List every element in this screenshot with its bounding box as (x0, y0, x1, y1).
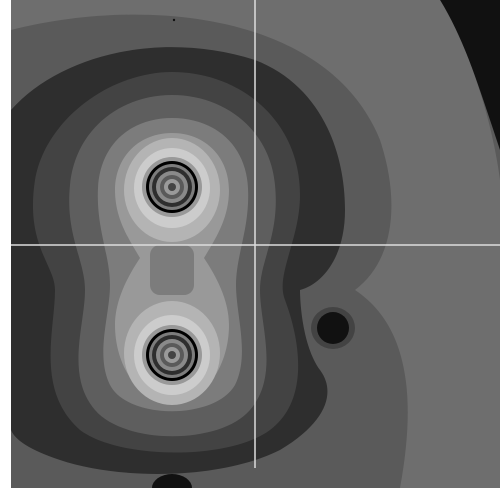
saddle-band-4 (150, 245, 194, 295)
upper-source (142, 157, 202, 217)
left-margin (0, 0, 11, 488)
top-dot (172, 18, 176, 22)
bottom-sink (152, 474, 192, 488)
lower-source (142, 325, 202, 385)
right-sink (311, 307, 355, 349)
corner-dark-region (440, 0, 500, 150)
